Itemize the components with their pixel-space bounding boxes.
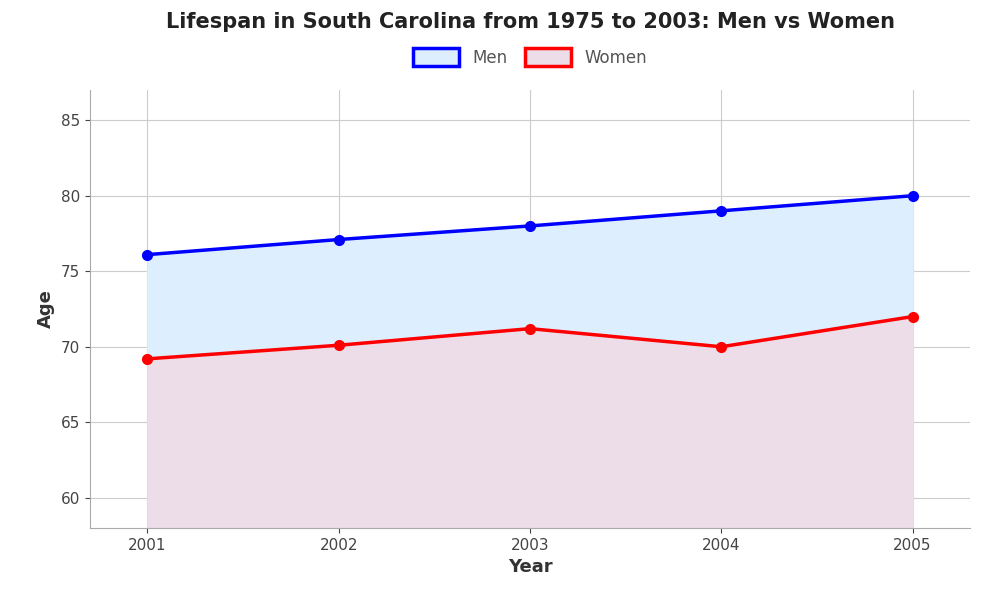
Title: Lifespan in South Carolina from 1975 to 2003: Men vs Women: Lifespan in South Carolina from 1975 to … xyxy=(166,11,895,31)
Y-axis label: Age: Age xyxy=(37,290,55,328)
Legend: Men, Women: Men, Women xyxy=(406,41,654,73)
X-axis label: Year: Year xyxy=(508,558,552,576)
